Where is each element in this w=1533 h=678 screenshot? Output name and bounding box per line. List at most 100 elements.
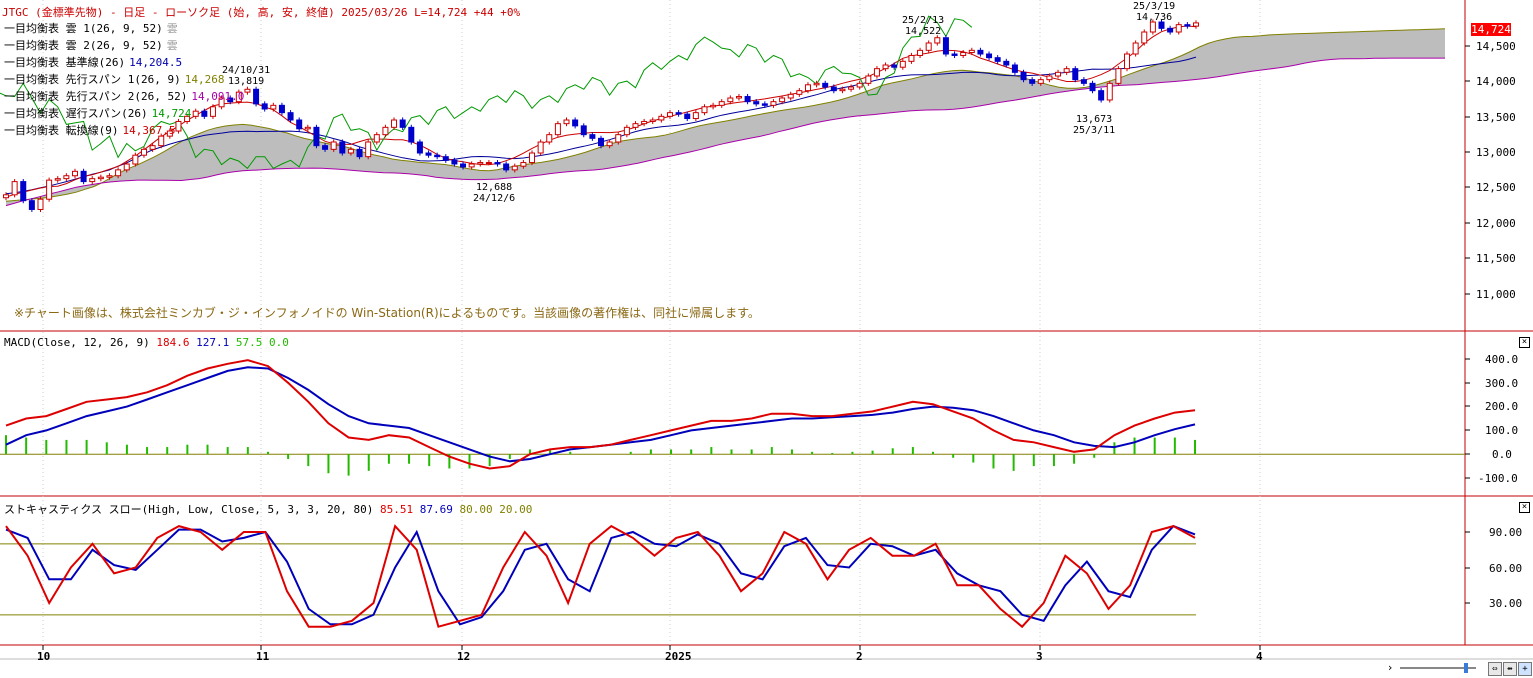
candle-body [684,113,691,120]
candle-body [908,54,915,62]
legend-item-chikou: 一目均衡表 遅行スパン(26) 14,724 [4,105,191,121]
zoom-slider[interactable] [1400,662,1478,674]
candle-body [1124,53,1131,70]
legend-label: 一目均衡表 転換線(9) [4,124,119,137]
zoom-in-icon[interactable]: ⇹ [1503,662,1517,676]
candle-body [270,104,277,110]
macd-tick-label: -100.0 [1478,472,1518,485]
candle-body [960,52,967,56]
x-tick-label: 12 [457,650,471,663]
annotation-date: 25/3/11 [1073,125,1116,136]
stoch-title-text: ストキャスティクス スロー(High, Low, Close, 5, 3, 3,… [4,503,374,516]
candle-body [718,101,725,106]
candle-body [787,93,794,99]
candle-body [1020,71,1027,81]
candle-body [520,162,527,167]
price-tick-label: 14,500 [1476,40,1516,53]
candle-body [20,181,27,202]
span-b-line [5,57,1445,207]
legend-value: 14,268 [184,73,225,86]
candle-body [623,126,630,136]
candle-body [1011,64,1018,73]
candle-body [882,64,889,70]
candle-body [166,130,173,137]
x-tick-label: 3 [1036,650,1043,663]
macd-title: MACD(Close, 12, 26, 9) 184.6 127.1 57.5 … [4,336,289,349]
candle-body [666,112,673,117]
zoom-out-icon[interactable]: ⇔ [1488,662,1502,676]
x-tick-label: 4 [1256,650,1263,663]
candle-body [434,154,441,158]
legend-label: 一目均衡表 遅行スパン(26) [4,107,148,120]
candle-body [641,120,648,125]
zoom-slider-track [1400,663,1476,673]
candle-body [485,162,492,165]
candle-body [1175,24,1182,33]
macd-title-text: MACD(Close, 12, 26, 9) [4,336,150,349]
candle-body [425,152,432,156]
candle-body [701,106,708,114]
candle-body [201,110,208,117]
candle-body [1193,22,1199,27]
candle-body [735,96,742,99]
legend-label: 一目均衡表 先行スパン 2(26, 52) [4,90,188,103]
crosshair-icon[interactable]: + [1518,662,1532,676]
macd-line [5,359,1196,470]
candle-body [649,119,656,122]
candle-body [994,57,1001,62]
annotation-date: 25/3/19 [1133,1,1176,12]
price-tick-label: 13,500 [1476,111,1516,124]
candle-body [1167,27,1174,33]
candle-body [89,178,96,183]
candle-body [986,53,993,59]
candle-body [615,134,622,143]
zoom-slider-thumb[interactable] [1464,663,1468,673]
price-tick-label: 11,500 [1476,252,1516,265]
stoch-tick-label: 90.00 [1489,526,1523,539]
candle-body [537,141,544,154]
candle-body [968,49,975,54]
candle-body [399,119,406,128]
annotation-price: 13,673 [1076,114,1113,125]
candle-body [1055,71,1062,77]
last-price-badge: 14,724 [1471,23,1511,36]
stoch-close-button[interactable]: × [1519,502,1530,513]
candle-body [1029,79,1036,84]
candle-body [899,60,906,68]
legend-item-span-a: 一目均衡表 先行スパン 1(26, 9) 14,268 [4,71,225,87]
candle-body [572,119,579,127]
candle-body [1063,68,1070,73]
candle-body [1158,21,1165,29]
annotation-date: 25/2/13 [902,15,945,26]
macd-close-button[interactable]: × [1519,337,1530,348]
candle-body [140,148,147,156]
candle-body [873,68,880,77]
candle-body [977,49,984,55]
legend-label: 一目均衡表 雲 1(26, 9, 52) [4,22,163,35]
candle-body [391,119,398,128]
candle-body [1003,60,1010,66]
candle-body [580,125,587,136]
candle-body [503,163,510,171]
legend-value: 14,204.5 [129,56,183,69]
candle-body [442,156,449,161]
annotation-low-mar: 13,673 25/3/11 [1073,114,1115,136]
stoch-d-value: 87.69 [419,503,453,516]
candle-body [209,106,216,117]
candle-body [1080,79,1087,84]
candle-body [382,126,389,136]
candle-body [132,154,139,165]
annotation-price: 13,819 [228,76,265,87]
legend-value: 雲 [166,22,178,35]
candle-body [511,165,518,171]
candle-body [925,42,932,51]
candle-body [123,163,130,171]
candle-body [658,115,665,121]
annotation-price: 14,522 [905,26,942,37]
scroll-right-arrow-icon[interactable]: › [1386,661,1394,674]
candle-body [727,97,734,103]
candle-body [1141,31,1148,44]
candle-body [1089,82,1096,92]
candle-body [347,148,354,154]
annotation-low-dec: 12,688 24/12/6 [473,182,515,204]
